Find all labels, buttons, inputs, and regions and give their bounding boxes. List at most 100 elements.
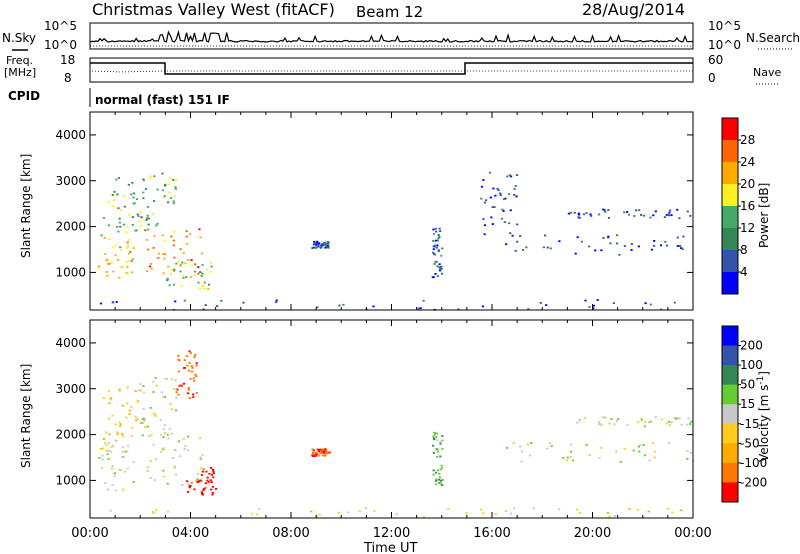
power-echo-point <box>152 213 155 216</box>
velocity-echo-point <box>520 460 523 463</box>
power-echo-point <box>152 247 155 249</box>
power-echo-point <box>146 217 149 220</box>
power-echo-point <box>204 304 207 306</box>
velocity-echo-point <box>432 473 435 476</box>
power-echo-point <box>576 236 579 239</box>
power-echo-point <box>616 242 619 245</box>
power-echo-point <box>313 242 316 245</box>
velocity-echo-point <box>550 445 553 447</box>
freq-series-line <box>90 62 693 75</box>
power-echo-point <box>107 263 110 265</box>
power-echo-point <box>197 272 200 275</box>
velocity-echo-point <box>141 422 145 425</box>
power-echo-point <box>640 214 643 216</box>
velocity-echo-point <box>608 515 611 518</box>
power-echo-point <box>202 273 205 276</box>
power-echo-point <box>592 307 595 310</box>
power-echo-point <box>642 214 645 217</box>
velocity-echo-point <box>584 417 587 419</box>
velocity-echo-point <box>319 448 322 451</box>
power-echo-point <box>689 215 692 217</box>
power-echo-point <box>501 208 504 211</box>
power-echo-point <box>169 197 173 199</box>
velocity-echo-point <box>112 444 115 447</box>
power-echo-point <box>140 216 143 219</box>
velocity-echo-point <box>187 392 190 395</box>
power-echo-point <box>147 248 150 251</box>
power-echo-point <box>527 308 530 310</box>
velocity-echo-point <box>190 481 193 484</box>
velocity-colorbar-segment <box>722 404 738 425</box>
velocity-echo-point <box>110 451 113 453</box>
velocity-y-tick-label: 2000 <box>55 428 86 442</box>
power-echo-point <box>156 188 159 191</box>
power-echo-point <box>242 301 245 304</box>
velocity-echo-point <box>188 362 191 364</box>
velocity-echo-point <box>177 355 180 357</box>
power-echo-point <box>142 179 145 182</box>
power-echo-point <box>433 253 436 255</box>
velocity-echo-point <box>200 491 203 494</box>
velocity-echo-point <box>202 489 205 492</box>
power-echo-point <box>312 243 315 246</box>
velocity-echo-point <box>155 384 158 387</box>
power-colorbar-segment <box>722 118 738 141</box>
power-echo-point <box>193 270 196 273</box>
velocity-echo-point <box>183 367 186 369</box>
velocity-echo-point <box>447 508 450 510</box>
power-echo-point <box>220 300 223 302</box>
power-echo-point <box>457 308 460 311</box>
velocity-echo-point <box>600 447 603 449</box>
velocity-echo-point <box>320 451 323 454</box>
power-echo-point <box>653 240 656 242</box>
nsky-tick-high: 10^5 <box>44 19 77 33</box>
power-echo-point <box>638 209 641 211</box>
velocity-echo-point <box>200 467 203 470</box>
power-colorbar-segment <box>722 228 738 251</box>
velocity-echo-point <box>509 512 512 515</box>
power-colorbar-segment <box>722 184 738 207</box>
power-echo-point <box>209 271 212 273</box>
velocity-echo-point <box>436 456 439 458</box>
velocity-echo-point <box>636 508 639 511</box>
velocity-echo-point <box>210 467 213 469</box>
velocity-echo-point <box>530 442 533 444</box>
velocity-echo-point <box>109 398 112 401</box>
power-y-tick-label: 3000 <box>55 174 86 188</box>
power-echo-point <box>435 230 438 233</box>
velocity-echo-point <box>626 424 629 426</box>
velocity-echo-point <box>480 508 483 511</box>
velocity-echo-point <box>188 350 191 353</box>
power-echo-point <box>119 225 122 228</box>
velocity-echo-point <box>192 396 195 398</box>
power-echo-point <box>484 199 488 202</box>
velocity-echo-point <box>324 450 327 452</box>
velocity-echo-point <box>673 417 676 419</box>
velocity-echo-point <box>211 485 214 488</box>
velocity-echo-point <box>183 382 186 385</box>
power-echo-point <box>148 177 151 180</box>
velocity-echo-point <box>175 409 178 412</box>
velocity-echo-point <box>163 475 166 478</box>
velocity-echo-point <box>152 443 155 446</box>
velocity-echo-point <box>183 448 186 450</box>
power-echo-point <box>664 240 667 243</box>
power-echo-point <box>120 248 123 251</box>
velocity-panel: 1000 2000 3000 4000 Slant Range [km] 200 100… <box>19 319 771 519</box>
velocity-colorbar-tick-label: 50 <box>740 378 755 392</box>
velocity-echo-point <box>167 437 170 440</box>
power-echo-point <box>323 242 326 244</box>
velocity-echo-point <box>121 433 124 435</box>
power-echo-point <box>644 302 647 305</box>
power-echo-point <box>131 181 134 184</box>
power-echo-point <box>323 243 327 246</box>
velocity-echo-point <box>439 455 442 458</box>
velocity-echo-point <box>179 455 182 458</box>
power-echo-point <box>184 262 187 264</box>
power-echo-point <box>210 265 213 268</box>
power-echo-point <box>668 214 671 217</box>
power-echo-point <box>437 234 440 236</box>
velocity-echo-point <box>643 425 646 428</box>
power-echo-point <box>177 260 180 263</box>
power-echo-point <box>203 287 206 290</box>
